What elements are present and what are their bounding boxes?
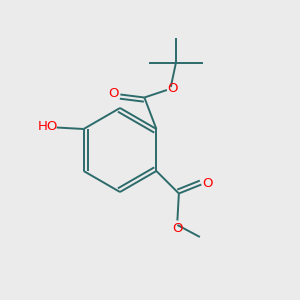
Text: O: O — [109, 87, 119, 100]
Text: O: O — [203, 176, 213, 190]
Text: O: O — [172, 221, 183, 235]
Text: O: O — [167, 82, 178, 95]
Text: HO: HO — [38, 120, 58, 133]
